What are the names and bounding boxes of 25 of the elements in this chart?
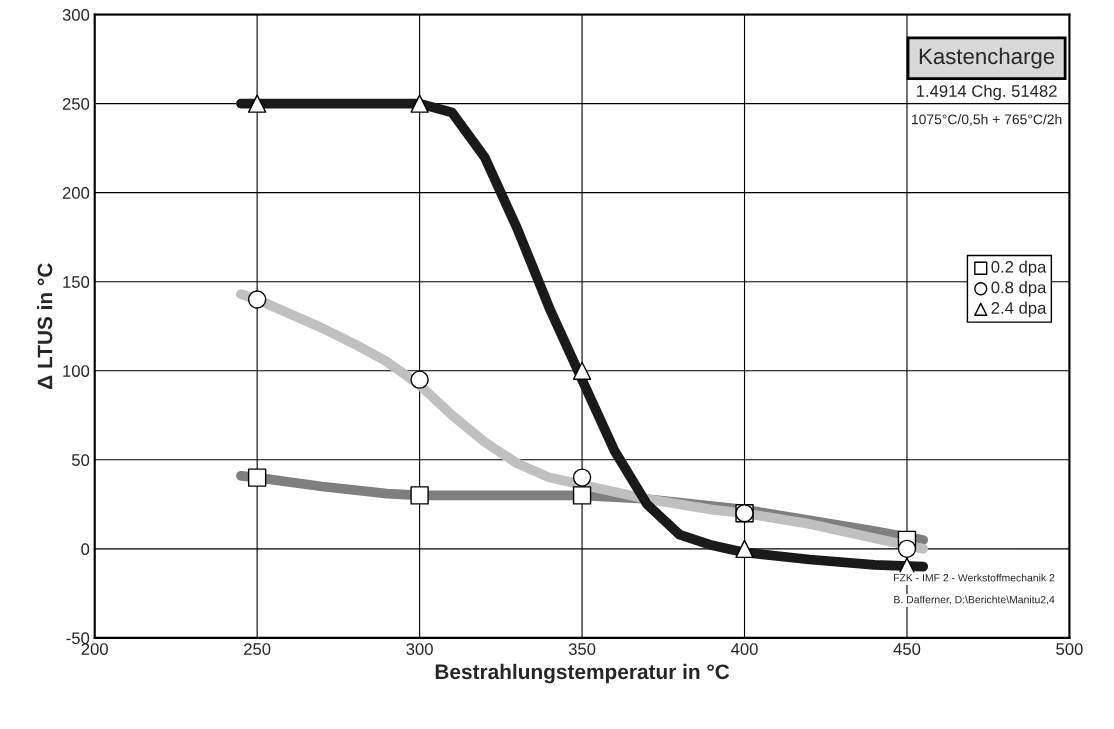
x-tick-label: 450 <box>893 643 921 655</box>
x-tick-label: 200 <box>81 643 108 655</box>
x-tick-label: 400 <box>731 643 758 655</box>
y-tick-label: 250 <box>62 98 90 110</box>
annotation: Kastencharge <box>919 47 1055 69</box>
legend-label: 0.2 dpa <box>991 260 1047 277</box>
y-tick-label: 200 <box>62 187 90 199</box>
x-tick-label: 500 <box>1056 643 1083 655</box>
y-tick-label: 50 <box>71 454 90 466</box>
y-tick-label: 300 <box>62 8 90 21</box>
annotation: 1075°C/0,5h + 765°C/2h <box>912 114 1062 126</box>
legend-label: 2.4 dpa <box>991 301 1047 318</box>
y-tick-label: 150 <box>63 276 90 288</box>
x-tick-label: 350 <box>568 643 596 655</box>
y-axis-title: Δ LTUS in °C <box>37 263 53 389</box>
annotation: FZK - IMF 2 - Werkstoffmechanik 2 <box>893 573 1055 582</box>
y-tick-label: -50 <box>66 632 90 645</box>
x-tick-label: 250 <box>244 643 271 655</box>
annotation: 1.4914 Chg. 51482 <box>916 84 1057 101</box>
x-axis-title: Bestrahlungstemperatur in °C <box>435 663 730 684</box>
x-tick-label: 300 <box>406 643 433 655</box>
legend-label: 0.8 dpa <box>991 281 1047 297</box>
annotation: B. Dafferner, D:\Berichte\Manitu2,4 <box>894 595 1055 605</box>
y-tick-label: 0 <box>81 543 90 556</box>
y-tick-label: 100 <box>63 365 90 377</box>
